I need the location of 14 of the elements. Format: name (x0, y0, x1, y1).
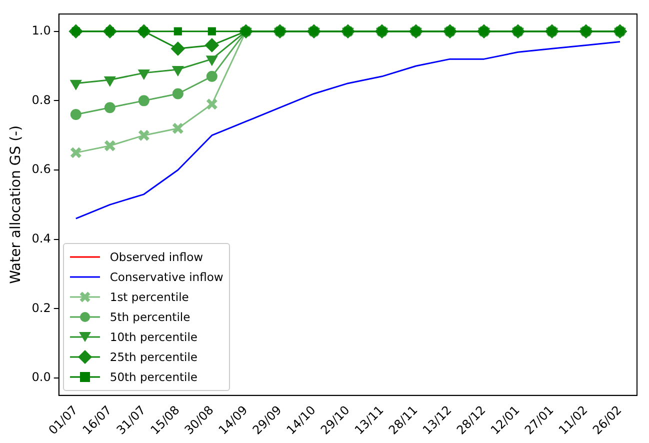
y-tick-label: 0.0 (32, 370, 51, 384)
y-axis-title: Water allocation GS (-) (8, 125, 24, 284)
y-tick-label: 0.6 (32, 162, 51, 176)
y-tick-label: 1.0 (32, 23, 51, 38)
legend-label: 10th percentile (110, 329, 198, 346)
legend-label: 5th percentile (110, 309, 190, 326)
y-tick-label: 0.8 (32, 92, 51, 107)
y-tick-label: 0.4 (32, 231, 51, 246)
y-tick-label: 0.2 (32, 300, 51, 315)
legend-label: Conservative inflow (110, 269, 224, 286)
legend-label: 25th percentile (110, 349, 198, 366)
legend-label: 1st percentile (110, 289, 189, 306)
legend-label: 50th percentile (110, 369, 198, 386)
legend-label: Observed inflow (110, 249, 204, 266)
